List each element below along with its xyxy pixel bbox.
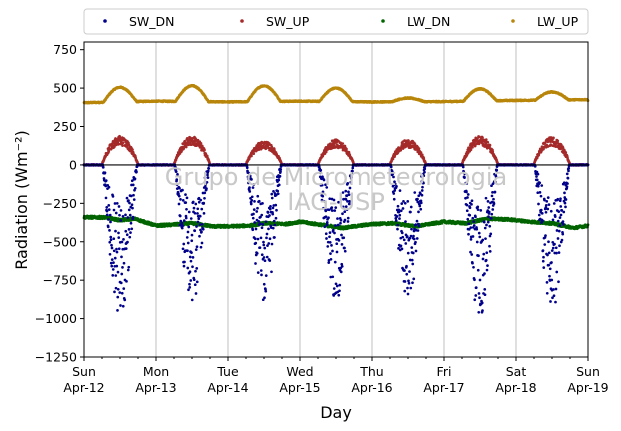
data-point-sw-up — [203, 148, 206, 152]
grid-lines — [155, 42, 517, 357]
data-point-sw-up — [131, 148, 134, 151]
data-point-sw-up — [121, 141, 125, 145]
data-points — [82, 83, 590, 314]
data-point-sw-up — [107, 150, 111, 153]
data-point-sw-up — [199, 141, 203, 145]
data-point-sw-up — [184, 145, 188, 149]
data-point-sw-up — [264, 146, 268, 150]
data-point-sw-up — [270, 145, 274, 149]
data-point-sw-up — [250, 154, 253, 158]
data-point-sw-up — [252, 152, 256, 156]
